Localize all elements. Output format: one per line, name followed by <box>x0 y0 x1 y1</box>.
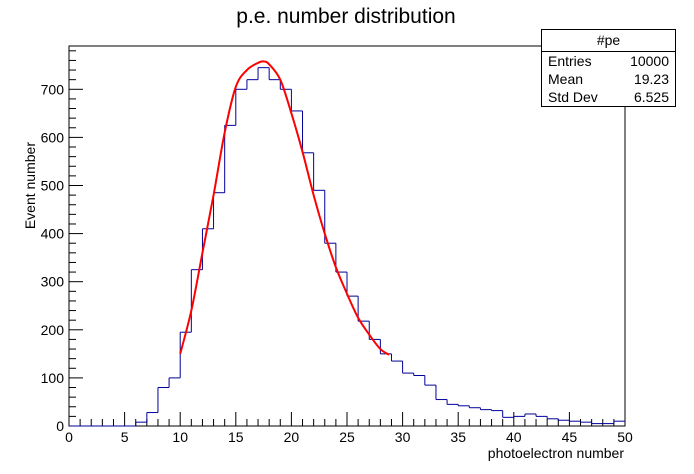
x-tick-label: 50 <box>617 429 633 445</box>
x-tick-label: 20 <box>284 429 300 445</box>
stats-row-entries: Entries 10000 <box>542 52 675 70</box>
y-tick-label: 600 <box>41 129 65 145</box>
stats-stddev-value: 6.525 <box>633 89 669 105</box>
stats-mean-label: Mean <box>548 71 584 87</box>
stats-stddev-label: Std Dev <box>548 89 598 105</box>
x-axis-label: photoelectron number <box>488 445 625 461</box>
stats-title: #pe <box>542 30 675 52</box>
x-axis: 0 5 10 15 20 25 30 35 40 45 50 <box>65 412 633 445</box>
x-tick-label: 10 <box>172 429 188 445</box>
stats-row-stddev: Std Dev 6.525 <box>542 88 675 106</box>
y-tick-label: 100 <box>41 370 65 386</box>
x-tick-label: 0 <box>65 429 73 445</box>
x-tick-label: 15 <box>228 429 244 445</box>
y-axis-label: Event number <box>22 142 38 229</box>
y-tick-label: 400 <box>41 226 65 242</box>
x-tick-label: 40 <box>506 429 522 445</box>
y-tick-label: 700 <box>41 81 65 97</box>
stats-row-mean: Mean 19.23 <box>542 70 675 88</box>
stats-entries-label: Entries <box>548 53 592 69</box>
y-tick-label: 200 <box>41 322 65 338</box>
y-tick-label: 300 <box>41 274 65 290</box>
chart-title: p.e. number distribution <box>236 5 455 28</box>
x-tick-label: 25 <box>339 429 355 445</box>
fit-curve-series <box>179 60 390 356</box>
x-tick-label: 30 <box>395 429 411 445</box>
y-tick-label: 500 <box>41 177 65 193</box>
y-axis: 0 100 200 300 400 500 600 700 <box>41 50 83 434</box>
histogram-series <box>69 67 625 427</box>
fit-curve <box>179 60 390 356</box>
y-tick-label: 0 <box>56 418 64 434</box>
stats-mean-value: 19.23 <box>633 71 669 87</box>
x-tick-label: 35 <box>450 429 466 445</box>
x-tick-label: 5 <box>121 429 129 445</box>
stats-entries-value: 10000 <box>630 53 669 69</box>
x-tick-label: 45 <box>562 429 578 445</box>
stats-box: #pe Entries 10000 Mean 19.23 Std Dev 6.5… <box>541 29 676 107</box>
